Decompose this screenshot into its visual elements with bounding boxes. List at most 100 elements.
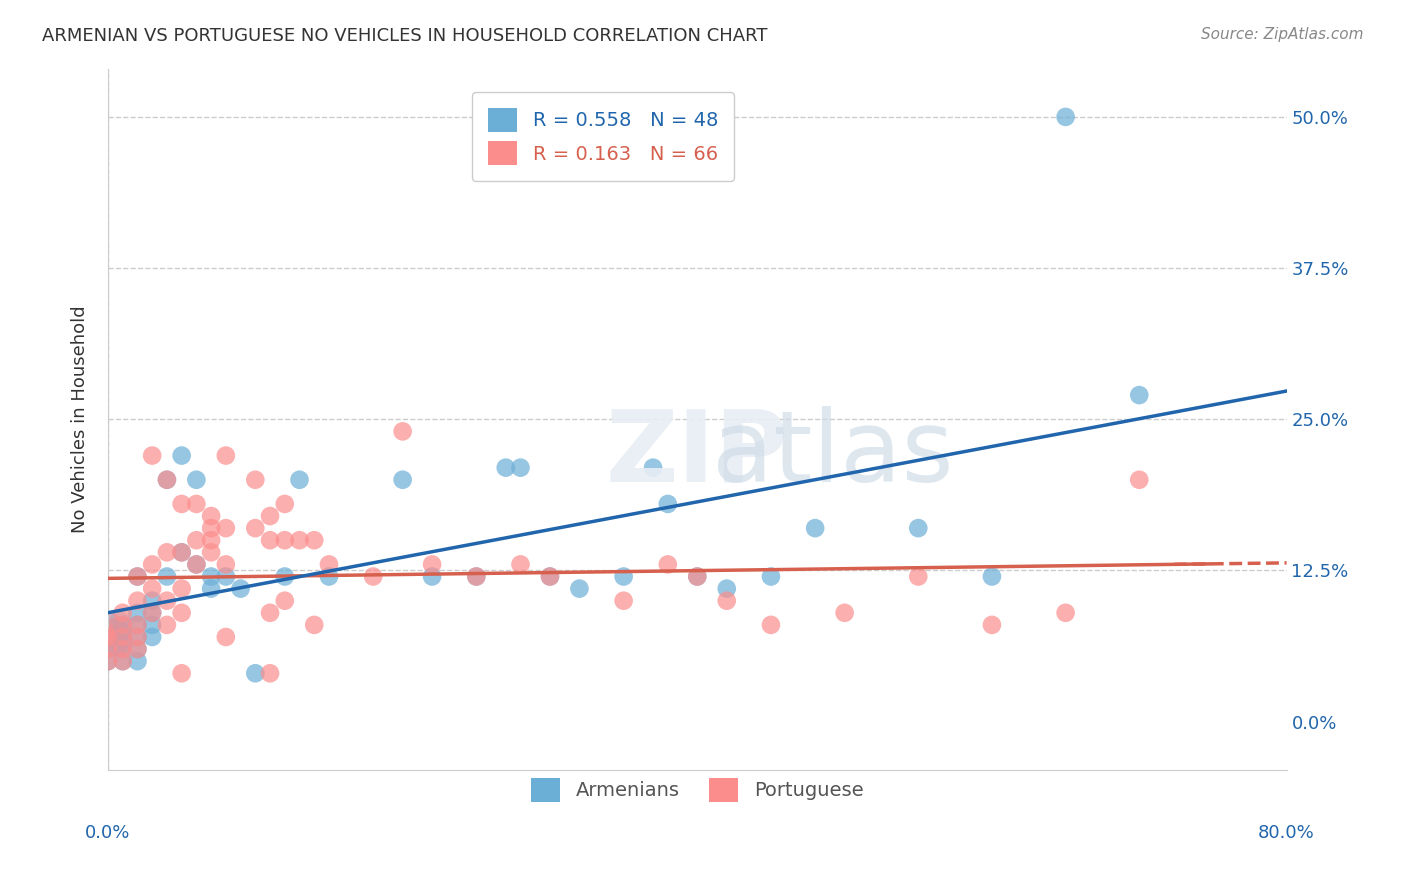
- Point: [97, 654, 120, 668]
- Point: [141, 618, 163, 632]
- Point: [141, 606, 163, 620]
- Point: [259, 606, 281, 620]
- Point: [288, 533, 311, 548]
- Point: [907, 521, 929, 535]
- Point: [613, 593, 636, 607]
- Point: [200, 545, 222, 559]
- Point: [318, 569, 340, 583]
- Point: [538, 569, 561, 583]
- Point: [804, 521, 827, 535]
- Point: [907, 569, 929, 583]
- Point: [274, 569, 297, 583]
- Point: [274, 533, 297, 548]
- Point: [156, 569, 179, 583]
- Point: [420, 569, 443, 583]
- Point: [170, 545, 193, 559]
- Point: [259, 509, 281, 524]
- Legend: Armenians, Portuguese: Armenians, Portuguese: [523, 770, 872, 809]
- Point: [200, 569, 222, 583]
- Point: [170, 582, 193, 596]
- Point: [834, 606, 856, 620]
- Point: [156, 473, 179, 487]
- Point: [613, 569, 636, 583]
- Point: [97, 630, 120, 644]
- Point: [465, 569, 488, 583]
- Point: [245, 473, 267, 487]
- Point: [141, 593, 163, 607]
- Point: [186, 497, 208, 511]
- Point: [170, 666, 193, 681]
- Point: [304, 618, 326, 632]
- Point: [1128, 388, 1150, 402]
- Text: 80.0%: 80.0%: [1258, 824, 1315, 842]
- Point: [391, 473, 413, 487]
- Point: [716, 593, 738, 607]
- Point: [170, 606, 193, 620]
- Point: [97, 642, 120, 657]
- Point: [111, 642, 134, 657]
- Point: [186, 473, 208, 487]
- Point: [108, 630, 131, 644]
- Point: [127, 606, 149, 620]
- Point: [186, 558, 208, 572]
- Point: [127, 630, 149, 644]
- Text: 0.0%: 0.0%: [86, 824, 131, 842]
- Point: [200, 521, 222, 535]
- Point: [111, 642, 134, 657]
- Point: [304, 533, 326, 548]
- Point: [141, 606, 163, 620]
- Point: [111, 630, 134, 644]
- Point: [97, 618, 120, 632]
- Point: [568, 582, 591, 596]
- Point: [97, 642, 120, 657]
- Point: [657, 497, 679, 511]
- Point: [318, 558, 340, 572]
- Point: [104, 624, 127, 638]
- Point: [274, 497, 297, 511]
- Point: [111, 606, 134, 620]
- Point: [97, 630, 120, 644]
- Point: [200, 533, 222, 548]
- Point: [465, 569, 488, 583]
- Point: [156, 473, 179, 487]
- Point: [127, 654, 149, 668]
- Point: [127, 569, 149, 583]
- Point: [274, 593, 297, 607]
- Point: [200, 582, 222, 596]
- Point: [97, 654, 120, 668]
- Point: [170, 545, 193, 559]
- Point: [127, 569, 149, 583]
- Point: [215, 449, 238, 463]
- Point: [141, 582, 163, 596]
- Point: [141, 449, 163, 463]
- Point: [186, 533, 208, 548]
- Point: [127, 618, 149, 632]
- Y-axis label: No Vehicles in Household: No Vehicles in Household: [72, 305, 89, 533]
- Point: [141, 630, 163, 644]
- Point: [686, 569, 709, 583]
- Point: [127, 630, 149, 644]
- Point: [111, 654, 134, 668]
- Point: [127, 618, 149, 632]
- Point: [759, 618, 782, 632]
- Point: [215, 569, 238, 583]
- Point: [259, 666, 281, 681]
- Point: [1054, 606, 1077, 620]
- Point: [127, 593, 149, 607]
- Point: [981, 569, 1004, 583]
- Point: [495, 460, 517, 475]
- Point: [1128, 473, 1150, 487]
- Point: [259, 533, 281, 548]
- Point: [156, 545, 179, 559]
- Point: [391, 425, 413, 439]
- Point: [759, 569, 782, 583]
- Point: [170, 497, 193, 511]
- Point: [245, 521, 267, 535]
- Text: ARMENIAN VS PORTUGUESE NO VEHICLES IN HOUSEHOLD CORRELATION CHART: ARMENIAN VS PORTUGUESE NO VEHICLES IN HO…: [42, 27, 768, 45]
- Point: [686, 569, 709, 583]
- Point: [643, 460, 665, 475]
- Point: [111, 654, 134, 668]
- Point: [981, 618, 1004, 632]
- Point: [104, 624, 127, 638]
- Point: [104, 636, 127, 650]
